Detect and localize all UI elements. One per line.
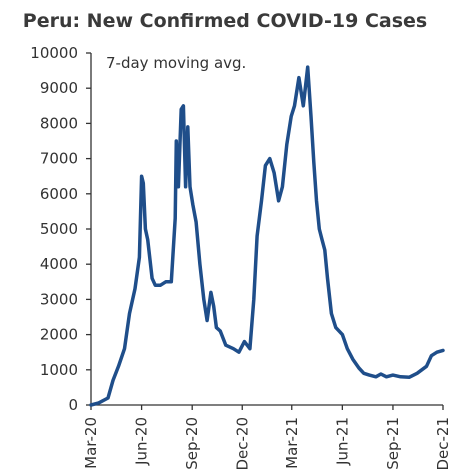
y-tick-label: 9000 (40, 79, 78, 97)
x-tick-label: Sep-20 (183, 417, 201, 470)
series-line (89, 65, 445, 407)
y-tick-label: 7000 (40, 150, 78, 168)
x-tick-label: Jun-20 (133, 417, 151, 466)
y-tick-label: 3000 (40, 290, 78, 308)
y-tick-label: 4000 (40, 255, 78, 273)
y-tick-label: 5000 (40, 220, 78, 238)
y-tick-label: 8000 (40, 114, 78, 132)
y-tick-label: 2000 (40, 326, 78, 344)
x-tick-label: Dec-20 (233, 417, 251, 471)
chart-annotation: 7-day moving avg. (106, 54, 246, 72)
y-tick-label: 6000 (40, 185, 78, 203)
x-tick-label: Sep-21 (384, 417, 402, 470)
y-tick-label: 1000 (40, 361, 78, 379)
x-tick-label: Mar-20 (82, 417, 100, 469)
x-tick-label: Jun-21 (333, 417, 351, 466)
y-tick-label: 0 (68, 396, 78, 414)
y-tick-label: 10000 (30, 44, 78, 62)
chart-title: Peru: New Confirmed COVID-19 Cases (22, 10, 428, 32)
x-tick-label: Dec-21 (434, 417, 450, 471)
x-tick-label: Mar-21 (283, 417, 301, 469)
